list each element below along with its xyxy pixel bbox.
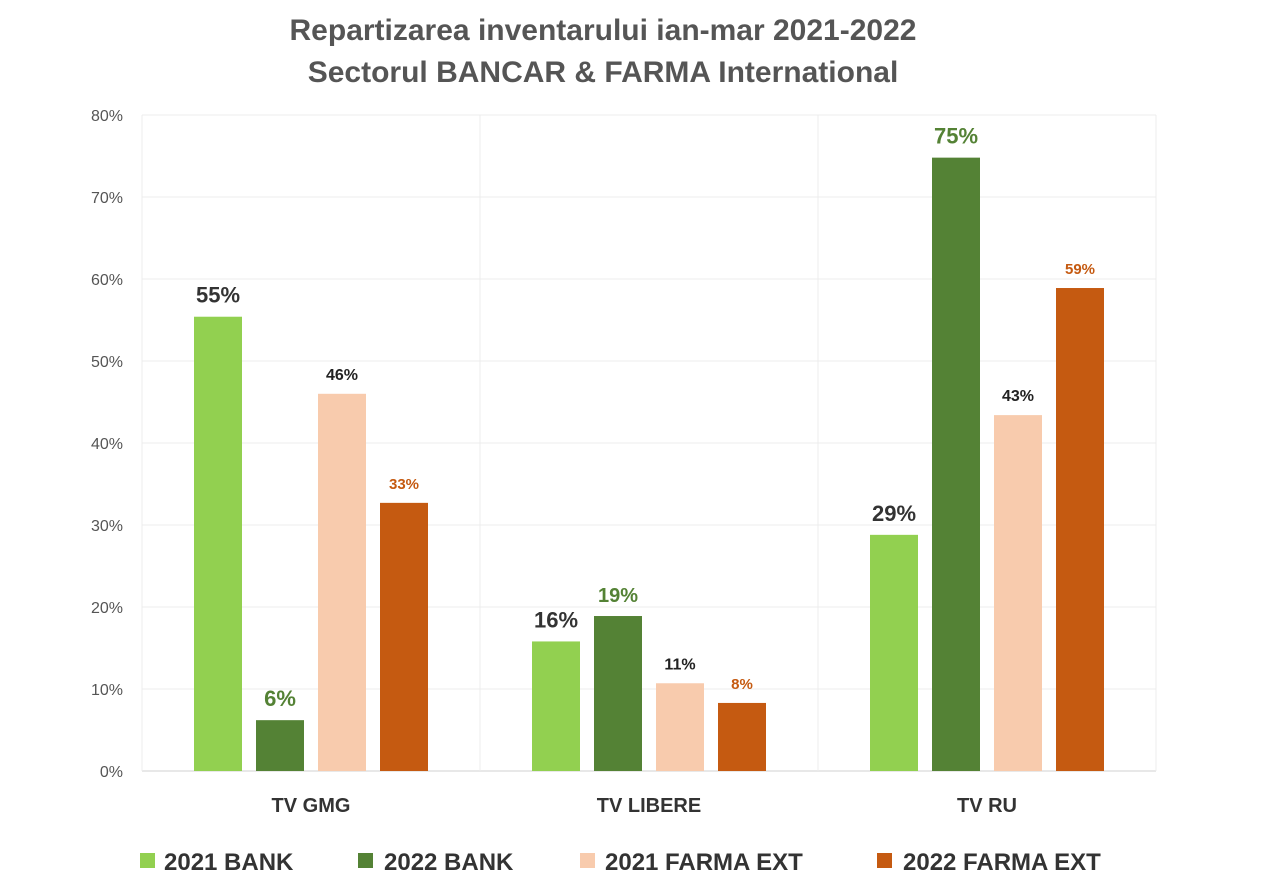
bar-tv-ru-2022-farma-ext (1056, 288, 1104, 771)
data-label: 6% (264, 686, 296, 711)
bar-tv-gmg-2022-bank (256, 720, 304, 771)
chart-title-line-2: Sectorul BANCAR & FARMA International (308, 56, 899, 89)
y-tick-label: 70% (91, 190, 123, 207)
data-label: 33% (389, 476, 419, 493)
y-tick-label: 40% (91, 436, 123, 453)
data-label: 43% (1002, 388, 1034, 405)
y-tick-label: 30% (91, 518, 123, 535)
legend-swatch (580, 853, 595, 868)
legend: 2021 BANK 2022 BANK 2021 FARMA EXT 2022 FAR… (140, 849, 1101, 876)
data-label: 11% (664, 656, 695, 673)
legend-label: 2022 BANK (384, 849, 514, 876)
data-label: 59% (1065, 261, 1095, 278)
bar-tv-gmg-2021-farma-ext (318, 393, 366, 771)
gridlines (141, 114, 1157, 772)
x-axis: TV GMG TV LIBERE TV RU (272, 795, 1017, 817)
bar-tv-gmg-2021-bank (194, 316, 242, 771)
data-label: 29% (872, 501, 916, 526)
legend-swatch (140, 853, 155, 868)
x-tick-label: TV GMG (272, 795, 351, 817)
y-tick-label: 80% (91, 108, 123, 125)
legend-swatch (358, 853, 373, 868)
bar-tv-ru-2022-bank (932, 157, 980, 771)
y-axis: 0% 10% 20% 30% 40% 50% 60% 70% 80% (91, 108, 123, 781)
y-tick-label: 50% (91, 354, 123, 371)
bar-tv-libere-2021-bank (532, 641, 580, 771)
bar-tv-libere-2022-bank (594, 616, 642, 771)
data-label: 16% (534, 607, 578, 632)
legend-label: 2021 FARMA EXT (605, 849, 803, 876)
bar-tv-gmg-2022-farma-ext (380, 502, 428, 771)
bar-tv-ru-2021-bank (870, 534, 918, 771)
y-tick-label: 20% (91, 600, 123, 617)
y-tick-label: 60% (91, 272, 123, 289)
legend-label: 2021 BANK (164, 849, 294, 876)
bars (194, 157, 1104, 771)
data-label: 75% (934, 124, 978, 149)
chart-title-line-1: Repartizarea inventarului ian-mar 2021-2… (290, 14, 917, 47)
data-labels: 55% 6% 46% 33% 16% 19% 11% 8% 29% 75% 43% 59% (196, 124, 1095, 712)
x-tick-label: TV RU (957, 795, 1017, 817)
y-tick-label: 0% (100, 764, 123, 781)
data-label: 55% (196, 283, 240, 308)
bar-tv-libere-2021-farma-ext (656, 683, 704, 771)
x-tick-label: TV LIBERE (597, 795, 701, 817)
legend-swatch (877, 853, 892, 868)
data-label: 8% (731, 676, 753, 693)
bar-tv-ru-2021-farma-ext (994, 415, 1042, 771)
legend-label: 2022 FARMA EXT (903, 849, 1101, 876)
data-label: 46% (326, 367, 358, 384)
chart-title: Repartizarea inventarului ian-mar 2021-2… (290, 14, 917, 89)
data-label: 19% (598, 585, 638, 607)
bar-tv-libere-2022-farma-ext (718, 702, 766, 771)
y-tick-label: 10% (91, 682, 123, 699)
